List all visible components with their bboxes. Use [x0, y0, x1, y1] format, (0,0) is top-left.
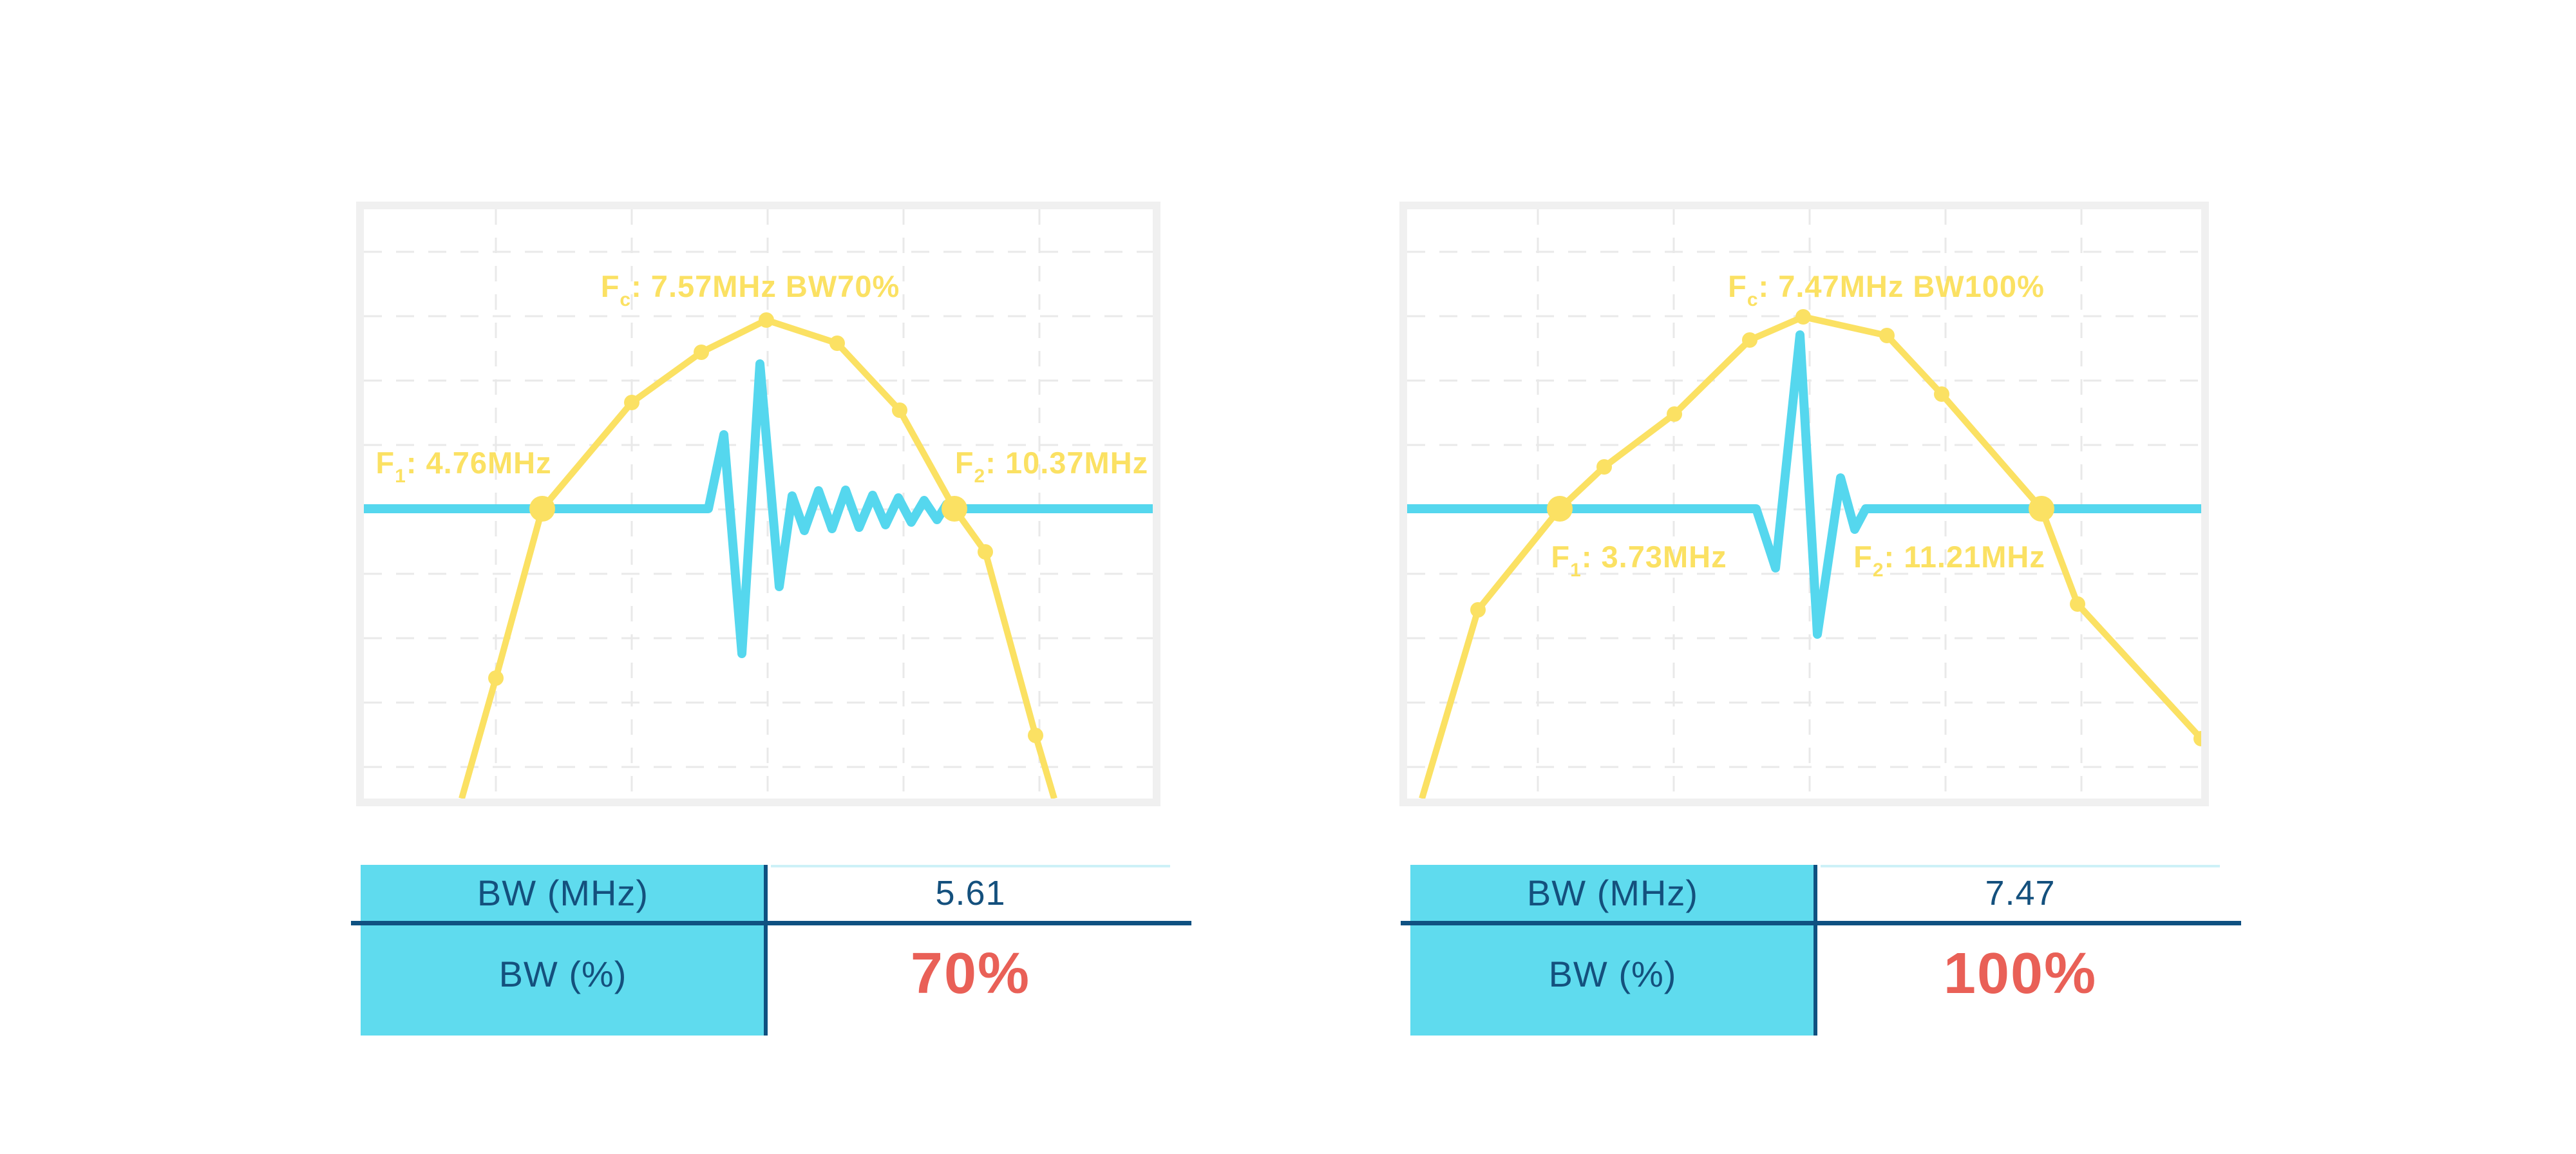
f1-annotation-label: F1: 4.76MHz — [375, 446, 551, 487]
row-divider-line — [351, 921, 1191, 925]
fc-annotation-label: Fc: 7.57MHz BW70% — [601, 269, 900, 310]
label-column-background — [361, 865, 765, 1036]
column-divider-line — [764, 865, 768, 1036]
label-column-background — [1410, 865, 1815, 1036]
spectrum-data-point — [829, 336, 845, 351]
spectrum-data-point — [978, 544, 993, 560]
spectrum-data-point — [1667, 406, 1682, 422]
column-divider-line — [1814, 865, 1817, 1036]
spectrum-data-point — [1934, 386, 1949, 402]
f2-annotation-label: F2: 10.37MHz — [955, 446, 1148, 487]
spectrum-data-point — [1596, 459, 1612, 475]
bw-pct-label: BW (%) — [1548, 953, 1677, 994]
pulse-waveform — [364, 359, 1153, 658]
bandwidth-crossing-marker — [529, 496, 555, 522]
bandwidth-crossing-marker — [2029, 496, 2054, 522]
spectrum-data-point — [488, 670, 504, 686]
f1-annotation-label: F1: 3.73MHz — [1551, 540, 1727, 581]
fc-annotation-label: Fc: 7.47MHz BW100% — [1728, 269, 2045, 310]
bw-table-100: BW (MHz) 7.47 BW (%) 100% — [1401, 862, 2244, 1045]
value-column-topline — [1821, 865, 2220, 867]
spectrum-data-point — [1028, 728, 1043, 743]
spectrum-data-point — [2070, 596, 2085, 612]
bw-pct-label: BW (%) — [498, 953, 627, 994]
spectrum-chart-100: Fc: 7.47MHz BW100% F1: 3.73MHz F2: 11.21MH… — [1399, 202, 2209, 806]
spectrum-data-point — [1470, 602, 1486, 618]
row-divider-line — [1401, 921, 2241, 925]
f2-annotation-label: F2: 11.21MHz — [1853, 540, 2045, 581]
bw-mhz-label: BW (MHz) — [1526, 873, 1699, 913]
bw-mhz-value: 5.61 — [935, 873, 1006, 913]
value-column-topline — [771, 865, 1170, 867]
spectrum-data-point — [892, 402, 907, 418]
spectrum-chart-70: Fc: 7.57MHz BW70% F1: 4.76MHz F2: 10.37MHz — [356, 202, 1160, 806]
bw-pct-value: 70% — [910, 941, 1031, 1006]
spectrum-data-point — [1795, 309, 1811, 325]
bandwidth-crossing-marker — [1547, 496, 1573, 522]
bw-pct-value: 100% — [1943, 941, 2098, 1006]
bw-mhz-value: 7.47 — [1985, 873, 2056, 913]
spectrum-data-point — [694, 345, 709, 360]
spectrum-envelope-curve — [1419, 314, 2201, 799]
spectrum-data-point — [2193, 731, 2201, 746]
spectrum-envelope-curve — [459, 317, 1057, 799]
spectrum-data-point — [1742, 332, 1757, 348]
bandwidth-crossing-marker — [942, 496, 967, 522]
spectrum-data-point — [759, 312, 774, 328]
spectrum-data-point — [1879, 328, 1895, 343]
bw-table-70: BW (MHz) 5.61 BW (%) 70% — [351, 862, 1195, 1045]
pulse-waveform — [1407, 330, 2201, 639]
bw-mhz-label: BW (MHz) — [477, 873, 649, 913]
spectrum-data-point — [624, 395, 639, 410]
